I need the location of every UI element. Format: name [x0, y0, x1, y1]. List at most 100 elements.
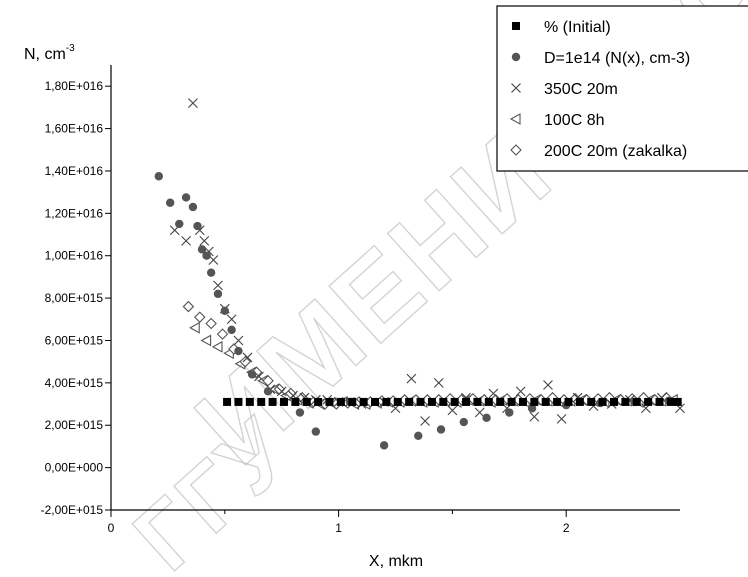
data-point [515, 386, 526, 397]
data-point [541, 397, 550, 406]
data-point [433, 377, 444, 388]
data-point [213, 289, 223, 299]
data-point [575, 397, 584, 406]
data-point [197, 245, 207, 254]
data-point [188, 98, 198, 109]
legend-box [496, 5, 748, 172]
data-point [420, 416, 430, 426]
data-point [406, 373, 417, 384]
data-point [234, 397, 243, 406]
data-point [279, 397, 288, 406]
data-point [223, 397, 232, 406]
data-point [459, 417, 468, 427]
data-point [302, 397, 311, 406]
data-point [632, 397, 641, 406]
data-point [247, 370, 257, 379]
data-point [382, 397, 391, 406]
y-tick-label: 8,00E+015 [45, 291, 104, 305]
data-point [379, 441, 389, 450]
legend-marker [510, 144, 522, 156]
series-0 [223, 397, 682, 406]
data-point [518, 397, 527, 406]
data-point [182, 300, 195, 313]
data-point [348, 397, 357, 406]
data-point [220, 306, 229, 316]
data-point [484, 397, 493, 406]
data-point [181, 193, 191, 202]
data-point [609, 397, 618, 406]
data-point [213, 280, 223, 291]
data-point [371, 397, 380, 406]
data-point [450, 397, 459, 406]
series-layer [154, 98, 685, 450]
y-tick-label: 1,00E+016 [45, 249, 104, 263]
data-point [505, 408, 514, 417]
data-point [556, 413, 567, 424]
data-point [527, 404, 537, 413]
x-ticks: 0 1 2 [108, 510, 570, 535]
y-tick-label: 1,60E+016 [45, 122, 104, 136]
data-point [193, 221, 202, 231]
y-tick-label: 2,00E+015 [45, 418, 104, 432]
legend-marker [511, 83, 521, 93]
data-point [245, 397, 254, 406]
y-tick-label: 6,00E+015 [45, 333, 104, 347]
data-point [239, 355, 252, 368]
y-tick-label: 1,80E+016 [45, 79, 104, 93]
data-point [193, 311, 206, 323]
legend-marker [511, 52, 521, 62]
data-point [226, 314, 237, 325]
data-point [673, 397, 682, 406]
y-tick-label: 1,40E+016 [45, 164, 104, 178]
data-point [233, 335, 244, 346]
data-point [336, 397, 345, 406]
data-point [291, 397, 300, 406]
data-point [587, 397, 596, 406]
legend-entry-label: 350C 20m [544, 81, 618, 98]
data-point [644, 397, 653, 406]
data-point [165, 198, 175, 207]
data-point [268, 397, 277, 406]
data-point [598, 397, 607, 406]
data-point [496, 397, 505, 406]
legend-marker [509, 113, 521, 125]
data-point [295, 408, 305, 417]
data-point [488, 388, 499, 399]
data-point [188, 202, 198, 212]
data-point [206, 268, 216, 277]
data-point [202, 251, 211, 260]
x-tick-label: 1 [335, 521, 342, 535]
legend-entry-label: % (Initial) [544, 19, 611, 36]
data-point [181, 235, 191, 246]
data-point [553, 397, 562, 406]
data-point [473, 397, 482, 406]
data-point [414, 431, 423, 441]
data-point [543, 380, 553, 390]
data-point [205, 317, 217, 330]
data-point [447, 405, 458, 416]
data-point [529, 411, 540, 422]
data-point [427, 397, 436, 406]
data-point [262, 374, 274, 387]
data-point [211, 340, 223, 353]
data-point [655, 397, 664, 406]
legend-entry-label: 200C 20m (zakalka) [544, 143, 687, 160]
data-point [439, 397, 448, 406]
y-tick-label: 4,00E+015 [45, 376, 104, 390]
data-point [621, 397, 630, 406]
data-point [436, 425, 446, 434]
data-point [263, 387, 273, 396]
data-point [200, 334, 212, 347]
x-axis-title: X, mkm [369, 553, 423, 570]
y-ticks: -2,00E+015 0,00E+000 2,00E+015 4,00E+015 6,0… [41, 79, 111, 517]
data-point [276, 386, 287, 397]
axes [110, 65, 680, 511]
data-point [666, 397, 675, 406]
data-point [416, 397, 425, 406]
y-tick-label: 0,00E+000 [45, 461, 104, 475]
data-point [393, 397, 402, 406]
legend-entry-label: 100C 8h [544, 112, 605, 129]
y-tick-label: -2,00E+015 [41, 503, 104, 517]
data-point [530, 397, 539, 406]
legend-entry-label: D=1e14 (N(x), cm-3) [544, 50, 690, 67]
